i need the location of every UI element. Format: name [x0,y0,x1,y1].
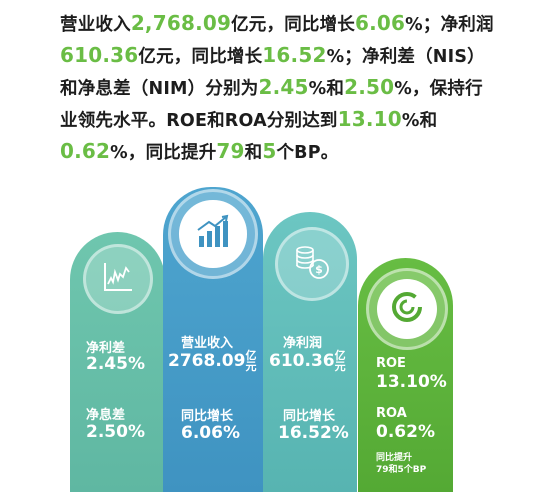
roe-bp-figure: 79 [216,139,245,163]
profit-label: 净利润 [283,336,323,351]
text-segment: %，保持行业领先水平。ROE和ROA分别达到 [60,79,483,131]
profit-growth-label: 同比增长 [283,409,336,424]
text-segment: 和 [244,143,263,163]
card-net-profit: $ 净利润 610.36亿元 同比增长 16.52% [263,212,357,492]
text-segment: %；净利润 [405,15,494,35]
revenue-growth-value: 6.06% [181,423,240,443]
text-segment: 营业收入 [60,15,131,35]
icon-circle: $ [275,227,349,301]
nis-value: 2.45% [86,354,145,374]
revenue-growth-label: 同比增长 [181,409,234,424]
text-segment: 个BP。 [276,143,339,163]
roe-label: ROE [376,356,406,371]
profit-value: 610.36 [269,351,335,371]
roa-label: ROA [376,406,407,421]
text-segment: %，同比提升 [110,143,217,163]
nim-label: 净息差 [86,408,126,423]
improve-note: 同比提升 79和5个BP [376,452,426,476]
nis-figure: 2.45 [258,75,309,99]
icon-circle [83,244,153,314]
card-roe-roa: ROE 13.10% ROA 0.62% 同比提升 79和5个BP [358,258,453,492]
nim-value: 2.50% [86,422,145,442]
summary-paragraph: 营业收入2,768.09亿元，同比增长6.06%；净利润610.36亿元，同比增… [60,8,500,168]
text-segment: %和 [401,111,438,131]
profit-value-group: 610.36亿元 [269,350,346,372]
profit-growth-value: 16.52% [278,423,349,443]
icon-inner [376,278,438,340]
improve-line-2: 79和5个BP [376,465,427,475]
line-chart-icon [101,260,135,298]
revenue-value-group: 2768.09亿元 [168,350,256,372]
revenue-growth-figure: 6.06 [355,11,406,35]
icon-circle [366,268,448,350]
nis-label: 净利差 [86,341,126,356]
roe-figure: 13.10 [337,107,402,131]
text-segment: %和 [308,79,345,99]
card-nis-nim: 净利差 2.45% 净息差 2.50% [70,232,165,492]
revenue-unit: 亿元 [245,349,257,373]
text-segment: %；净利差（NIS）和净息差（NIM）分别为 [60,47,485,99]
nim-figure: 2.50 [344,75,395,99]
text-segment: 亿元，同比增长 [138,47,263,67]
ring-icon [390,290,424,328]
profit-figure: 610.36 [60,43,139,67]
roa-bp-figure: 5 [262,139,277,163]
profit-unit: 亿元 [334,349,346,373]
revenue-label: 营业收入 [181,336,234,351]
roe-value: 13.10% [376,372,447,392]
roa-figure: 0.62 [60,139,111,163]
profit-growth-figure: 16.52 [262,43,327,67]
revenue-value: 2768.09 [168,351,246,371]
icon-inner [179,200,247,268]
improve-line-1: 同比提升 [376,453,413,463]
text-segment: 亿元，同比增长 [231,15,356,35]
roa-value: 0.62% [376,422,435,442]
revenue-figure: 2,768.09 [130,11,232,35]
bar-chart-icon [193,214,233,254]
svg-text:$: $ [315,263,323,276]
card-revenue: 营业收入 2768.09亿元 同比增长 6.06% [163,187,263,492]
icon-circle [168,189,258,279]
coin-stack-icon: $ [293,244,331,284]
